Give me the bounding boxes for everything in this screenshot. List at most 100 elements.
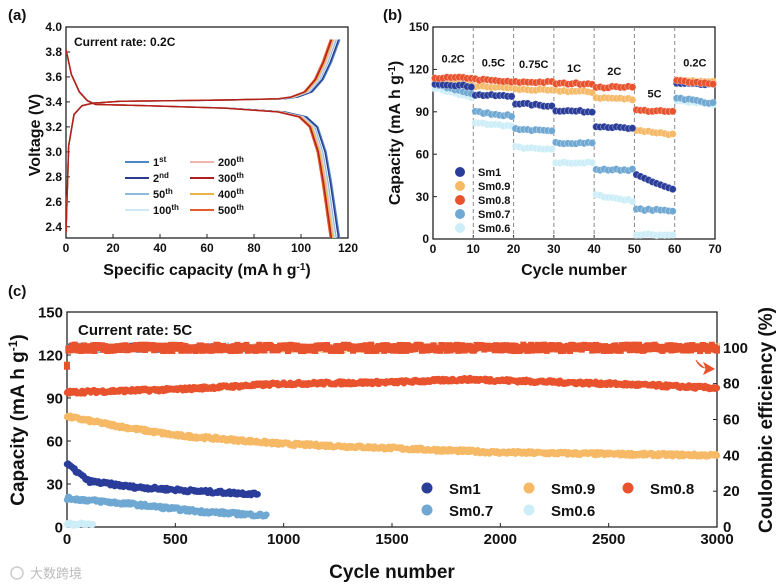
y-tick-label: 90	[416, 105, 430, 119]
x-tick-label: 500	[163, 531, 188, 548]
ce-point-Sm0.8	[714, 345, 720, 354]
panel-c-label: (c)	[8, 283, 26, 300]
x-tick-label: 1500	[375, 531, 408, 548]
x-tick-label: 0	[63, 531, 71, 548]
y-tick-label: 0	[55, 519, 63, 536]
point-Sm0.7	[507, 112, 516, 121]
y-tick-label: 3.6	[45, 70, 62, 84]
legend-label-300: 300th	[218, 171, 244, 185]
y-tick-label: 3.4	[45, 95, 62, 109]
curve-charge-cycle-300	[66, 39, 333, 234]
x-tick-label: 80	[247, 241, 261, 255]
panel-a: 0 20 40 60 80 100 120 2.4 2.6 2.8 3.0 3.2 3.4 3.6 3.8 4…	[45, 20, 358, 255]
point-Sm0.8	[628, 83, 637, 92]
x-tick-label: 100	[291, 241, 311, 255]
y2-tick-label: 80	[723, 376, 740, 393]
point-Sm0.8	[709, 80, 717, 88]
ce-arrow-icon	[695, 359, 716, 376]
curve-charge-cycle-500	[66, 39, 332, 234]
plot-frame	[65, 26, 349, 239]
legend-label-Sm0.7: Sm0.7	[449, 503, 493, 520]
panel-a-label: (a)	[8, 7, 26, 24]
x-tick-label: 60	[668, 242, 682, 256]
legend-label-100: 100th	[153, 203, 179, 217]
x-tick-label: 1000	[267, 531, 300, 548]
x-tick-label: 40	[587, 242, 601, 256]
panel-c-xlabel: Cycle number	[329, 562, 455, 583]
legend-label-200: 200th	[218, 155, 244, 169]
rate-label: 0.2C	[442, 53, 465, 65]
point-Sm0.6	[547, 145, 556, 154]
legend-label-Sm1: Sm1	[478, 167, 501, 179]
rate-label: 0.75C	[519, 59, 548, 71]
x-tick-label: 50	[628, 242, 642, 256]
curve-charge-cycle-2	[66, 39, 340, 234]
rate-label: 5C	[648, 89, 662, 101]
y2-tick-label: 60	[723, 412, 740, 429]
point-Sm1	[507, 92, 516, 101]
legend-marker-Sm0.8	[455, 195, 465, 205]
y2-tick-label: 20	[723, 483, 740, 500]
y-tick-label: 60	[416, 147, 430, 161]
y-tick-label: 0	[422, 232, 429, 246]
legend-marker-Sm0.6	[523, 504, 535, 516]
capacity-point-Sm1	[254, 491, 261, 498]
legend-marker-Sm0.6	[455, 223, 465, 233]
legend-label-Sm0.9: Sm0.9	[478, 181, 510, 193]
y-tick-label: 90	[46, 390, 63, 407]
panel-c-y2label: Coulombic efficiency (%)	[756, 307, 777, 533]
y2-tick-label: 0	[723, 519, 731, 536]
y-tick-label: 2.4	[45, 220, 62, 234]
panel-a-annotation: Current rate: 0.2C	[74, 35, 176, 49]
legend-label-Sm0.7: Sm0.7	[478, 209, 510, 221]
legend-marker-Sm0.7	[455, 209, 465, 219]
y2-tick-label: 100	[723, 340, 748, 357]
capacity-point-Sm0.6	[89, 521, 97, 528]
x-tick-label: 3000	[700, 531, 733, 548]
curve-charge-cycle-100	[66, 39, 336, 234]
legend-label-500: 500th	[218, 203, 244, 217]
curve-charge-cycle-50	[66, 39, 337, 234]
x-tick-label: 2000	[484, 531, 517, 548]
legend-label-Sm0.8: Sm0.8	[650, 481, 694, 498]
point-Sm0.9	[588, 88, 597, 97]
x-tick-label: 0	[430, 242, 437, 256]
point-Sm0.8	[668, 107, 677, 116]
point-Sm0.6	[588, 158, 597, 167]
y-tick-label: 120	[38, 347, 63, 364]
y-tick-label: 2.6	[45, 195, 62, 209]
watermark-logo-icon	[10, 566, 24, 580]
y-tick-label: 4.0	[45, 20, 62, 34]
capacity-point-Sm0.9	[713, 452, 721, 459]
panel-c-ylabel: Capacity (mA h g-1)	[6, 334, 29, 506]
point-Sm0.7	[709, 98, 717, 107]
x-tick-label: 120	[338, 241, 358, 255]
panel-c-annotation: Current rate: 5C	[78, 322, 192, 339]
rate-label: 2C	[607, 66, 621, 78]
x-tick-label: 70	[708, 242, 722, 256]
y-tick-label: 30	[46, 476, 63, 493]
y-tick-label: 2.8	[45, 170, 62, 184]
legend-label-1: 1st	[153, 155, 167, 169]
legend-marker-Sm0.7	[421, 504, 433, 516]
panel-b-ylabel: Capacity (mA h g-1)	[387, 61, 405, 205]
legend-label-2: 2nd	[153, 171, 169, 185]
x-tick-label: 60	[200, 241, 214, 255]
panel-a-xlabel: Specific capacity (mA h g-1)	[103, 262, 310, 280]
rate-label: 0.5C	[482, 58, 505, 70]
x-tick-label: 40	[153, 241, 167, 255]
x-tick-label: 20	[507, 242, 521, 256]
ce-point-Sm0.8	[64, 361, 70, 370]
point-Sm1	[588, 108, 597, 117]
x-tick-label: 20	[106, 241, 120, 255]
legend-label-Sm0.9: Sm0.9	[551, 481, 595, 498]
y-tick-label: 3.8	[45, 45, 62, 59]
curve-charge-cycle-400	[66, 39, 334, 234]
x-tick-label: 30	[547, 242, 561, 256]
capacity-point-Sm0.7	[263, 511, 270, 518]
curve-charge-cycle-1	[66, 39, 341, 234]
y-tick-label: 30	[416, 190, 430, 204]
legend-label-Sm0.6: Sm0.6	[551, 503, 595, 520]
rate-label: 1C	[567, 63, 581, 75]
watermark: 大数跨境	[30, 566, 82, 581]
